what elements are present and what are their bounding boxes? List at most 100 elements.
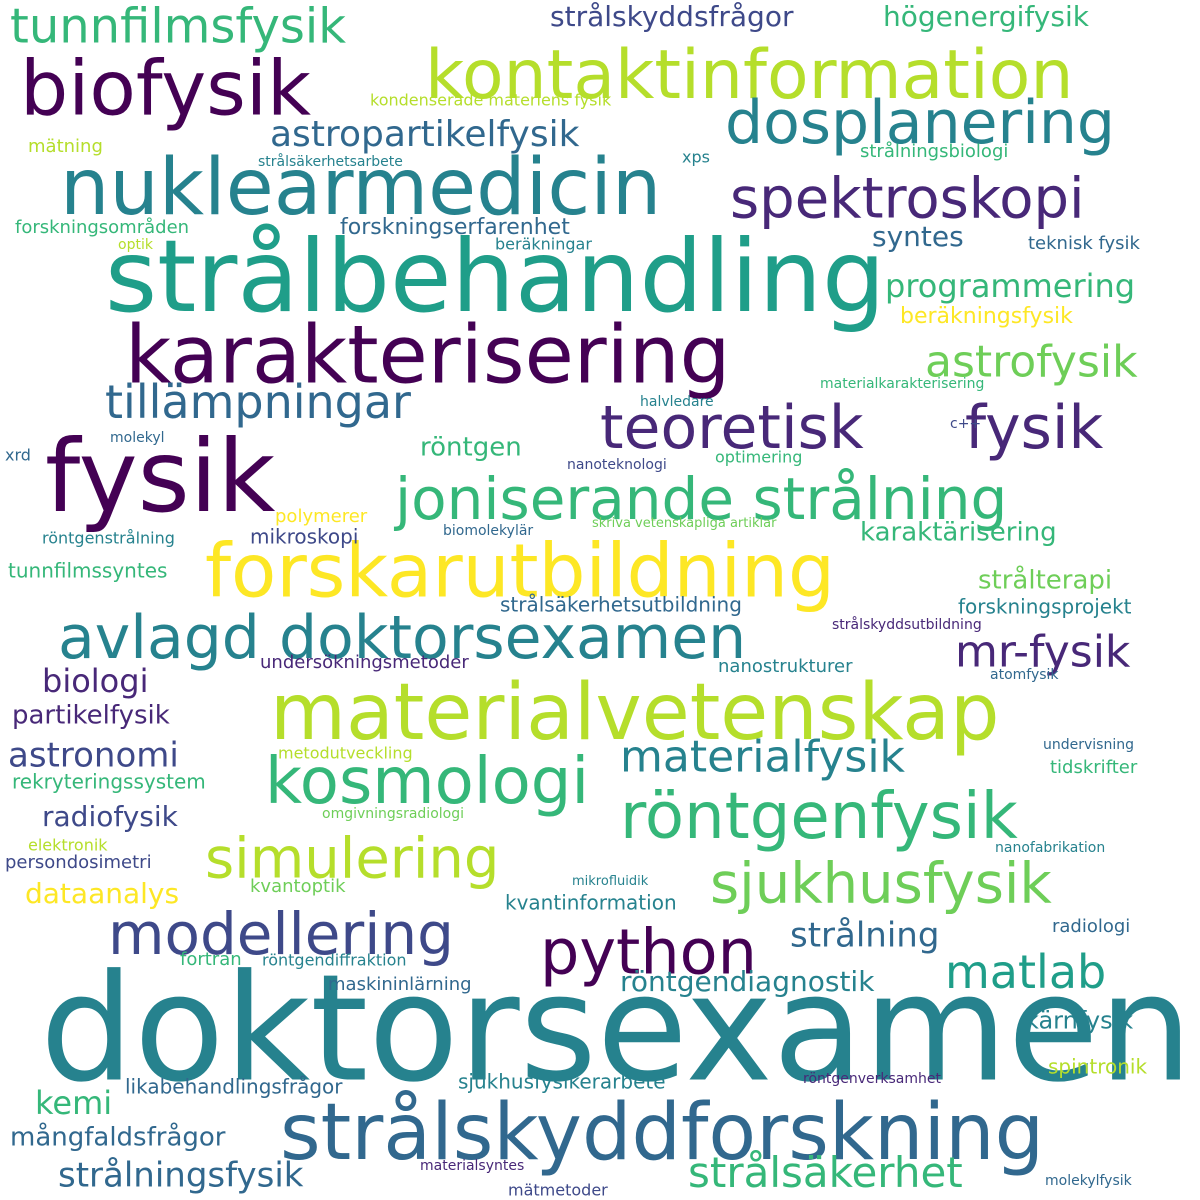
word-cplusplus: c++ [950, 416, 982, 433]
word-programmering: programmering [885, 267, 1136, 306]
word-teoretisk: teoretisk [600, 393, 864, 464]
word-materialfysik: materialfysik [620, 731, 906, 783]
word-likabehandlingsfragor: likabehandlingsfrågor [125, 1074, 343, 1099]
word-stralterapi: strålterapi [978, 565, 1113, 596]
word-karakterisering: karakterisering [125, 308, 731, 402]
word-kontaktinformation: kontaktinformation [425, 35, 1074, 115]
word-joniserande-stralning: joniserande strålning [395, 464, 1008, 533]
word-nanoteknologi: nanoteknologi [567, 457, 667, 474]
word-doktorsexamen: doktorsexamen [40, 942, 1193, 1115]
word-berakningsfysik: beräkningsfysik [900, 303, 1073, 329]
word-optik: optik [118, 237, 153, 254]
word-omgivningsradiologi: omgivningsradiologi [322, 806, 464, 823]
word-berakningar: beräkningar [495, 234, 592, 254]
word-forskarutbildning: forskarutbildning [205, 528, 835, 615]
word-mikroskopi: mikroskopi [250, 524, 359, 549]
word-rontgendiffraktion: röntgendiffraktion [262, 950, 407, 970]
word-rontgenverksamhet: röntgenverksamhet [803, 1071, 941, 1088]
word-nanofabrikation: nanofabrikation [995, 840, 1106, 857]
word-maskininlarning: maskininlärning [328, 973, 472, 995]
word-sjukhusfysik: sjukhusfysik [710, 851, 1052, 917]
word-atomfysik: atomfysik [990, 667, 1059, 684]
word-elektronik: elektronik [28, 835, 108, 855]
word-stralbehandling: strålbehandling [105, 218, 886, 335]
word-stralsakerhet: strålsäkerhet [688, 1148, 963, 1198]
word-tillampningar: tillämpningar [105, 375, 411, 430]
word-rontgenfysik: röntgenfysik [620, 780, 1018, 855]
word-tunnfilmsfysik: tunnfilmsfysik [10, 0, 347, 55]
word-fysik: fysik [45, 418, 276, 535]
word-teknisk-fysik: teknisk fysik [1028, 232, 1140, 254]
word-skriva-vetenskapliga-artiklar: skriva vetenskapliga artiklar [592, 515, 777, 531]
word-stralsakerhetsarbete: strålsäkerhetsarbete [258, 154, 403, 171]
word-dosplanering: dosplanering [725, 88, 1115, 159]
word-avlagd-doktorsexamen: avlagd doktorsexamen [58, 603, 747, 674]
word-astrofysik: astrofysik [925, 336, 1138, 388]
word-molekylfysik: molekylfysik [1045, 1173, 1132, 1190]
word-halvledare: halvledare [640, 394, 714, 411]
word-stralskyddforskning: strålskyddforskning [280, 1088, 1045, 1179]
word-xps: xps [682, 147, 710, 167]
word-rontgenstralning: röntgenstrålning [42, 528, 175, 548]
word-kosmologi: kosmologi [265, 745, 590, 820]
word-biologi: biologi [42, 662, 149, 701]
word-partikelfysik: partikelfysik [12, 700, 170, 731]
word-materialsyntes: materialsyntes [420, 1158, 525, 1175]
word-kvantinformation: kvantinformation [505, 890, 677, 915]
word-kondenserade-materiens-fysik: kondenserade materiens fysik [370, 90, 612, 110]
word-nanostrukturer: nanostrukturer [718, 655, 853, 677]
word-metodutveckling: metodutveckling [278, 743, 413, 763]
word-stralskyddsfragor: strålskyddsfrågor [550, 0, 794, 34]
word-hogenergifysik: högenergifysik [883, 0, 1089, 34]
word-tidskrifter: tidskrifter [1050, 756, 1138, 778]
word-dataanalys: dataanalys [25, 877, 180, 911]
word-stralsakerhetsutbildning: strålsäkerhetsutbildning [500, 592, 742, 617]
word-rontgendiagnostik: röntgendiagnostik [620, 965, 875, 999]
word-stralningsbiologi: strålningsbiologi [860, 140, 1009, 162]
word-matmetoder: mätmetoder [508, 1180, 608, 1200]
word-kvantoptik: kvantoptik [250, 875, 346, 897]
word-persondosimetri: persondosimetri [5, 851, 152, 873]
word-biofysik: biofysik [20, 43, 311, 133]
word-mangfaldsfragor: mångfaldsfrågor [10, 1122, 226, 1153]
word-polymerer: polymerer [275, 505, 368, 527]
word-astronomi: astronomi [8, 735, 179, 776]
word-fortran: fortran [180, 948, 242, 970]
word-stralning: strålning [790, 915, 940, 956]
word-forskningsomraden: forskningsområden [15, 216, 190, 238]
word-matlab: matlab [945, 945, 1107, 1000]
word-simulering: simulering [205, 826, 500, 892]
word-matning: mätning [28, 135, 103, 157]
word-astropartikelfysik: astropartikelfysik [270, 113, 580, 155]
word-rekryteringssystem: rekryteringssystem [12, 769, 206, 794]
word-mikrofluidik: mikrofluidik [572, 873, 649, 889]
word-mr-fysik: mr-fysik [955, 626, 1131, 678]
word-fysik-2: fysik [965, 393, 1104, 464]
word-forskningserfarenhet: forskningserfarenhet [340, 214, 570, 240]
word-python: python [540, 915, 757, 989]
word-spintronik: spintronik [1048, 1054, 1148, 1079]
word-xrd: xrd [5, 445, 31, 465]
word-kemi: kemi [35, 1084, 113, 1123]
word-syntes: syntes [872, 220, 964, 254]
word-molekyl: molekyl [110, 430, 165, 447]
word-optimering: optimering [715, 447, 803, 467]
word-stralningsfysik: strålningsfysik [58, 1155, 304, 1196]
word-spektroskopi: spektroskopi [730, 166, 1085, 232]
word-rontgen: röntgen [420, 432, 522, 463]
word-karaktarisering: karaktärisering [860, 517, 1057, 548]
word-stralskyddsutbildning: strålskyddsutbildning [832, 617, 982, 634]
word-tunnfilmssyntes: tunnfilmssyntes [8, 558, 168, 583]
word-modellering: modellering [108, 899, 454, 968]
word-materialvetenskap: materialvetenskap [270, 668, 1000, 759]
word-undersokningsmetoder: undersökningsmetoder [260, 651, 469, 673]
word-sjukhusfysikerarbete: sjukhusfysikerarbete [458, 1069, 666, 1094]
word-materialkarakterisering: materialkarakterisering [820, 376, 985, 393]
word-karnfysik: kärnfysik [1025, 1006, 1134, 1035]
word-forskningsprojekt: forskningsprojekt [958, 594, 1132, 619]
word-biomolekylar: biomolekylär [443, 523, 534, 540]
word-nuklearmedicin: nuklearmedicin [60, 143, 662, 234]
word-radiofysik: radiofysik [42, 800, 178, 834]
word-undervisning: undervisning [1043, 737, 1134, 754]
